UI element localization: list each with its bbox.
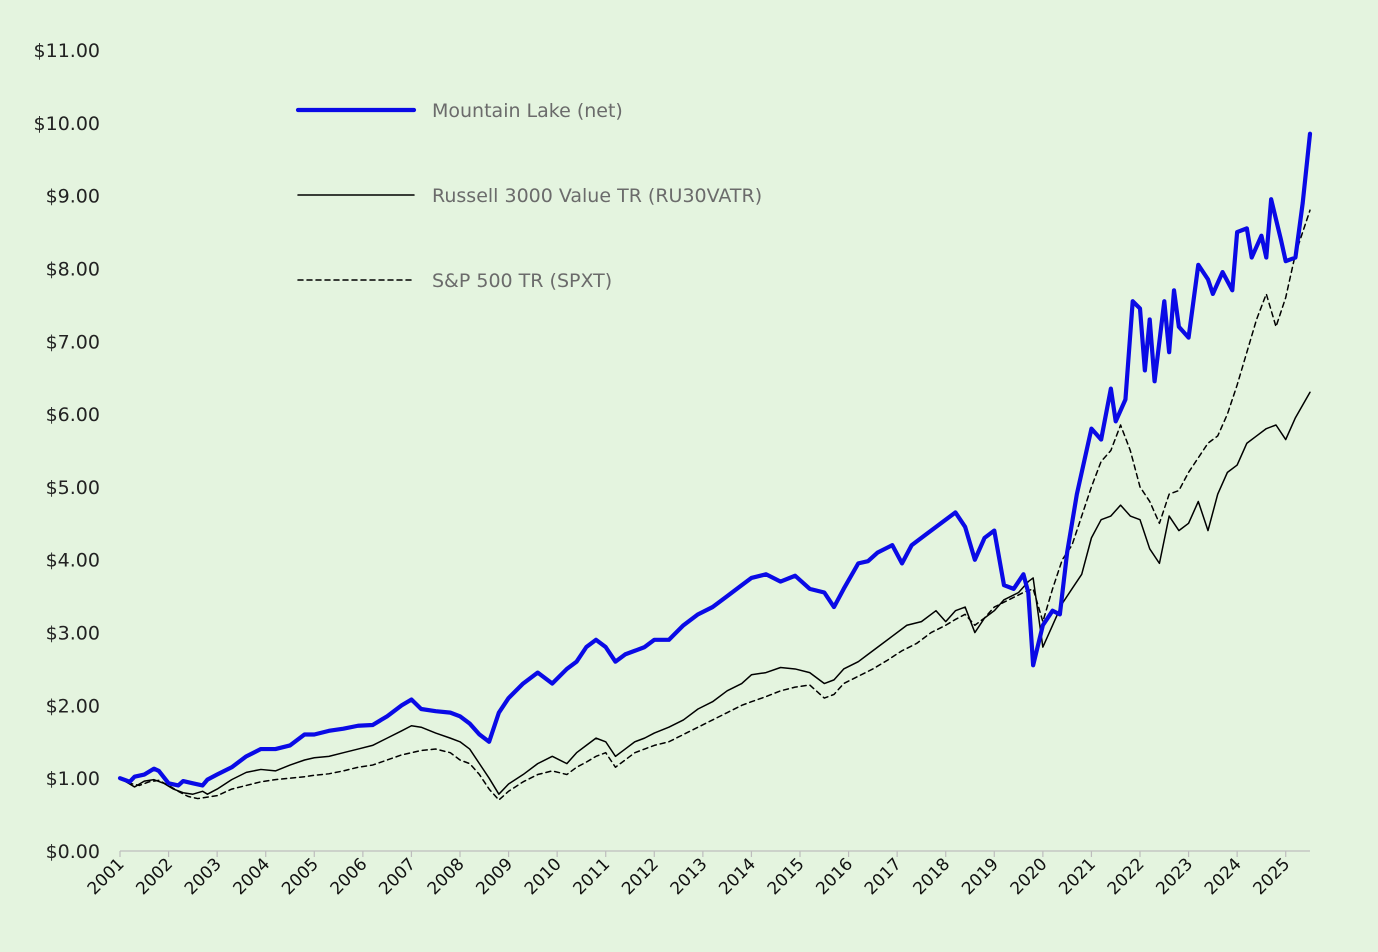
series-lines (117, 131, 1313, 801)
y-tick-label: $0.00 (46, 841, 100, 863)
series-line-1 (119, 391, 1311, 795)
x-tick-label: 2022 (1104, 854, 1149, 899)
x-tick-label: 2009 (472, 854, 517, 899)
y-tick-label: $1.00 (46, 768, 100, 790)
x-tick-label: 2007 (375, 854, 420, 899)
legend-label: S&P 500 TR (SPXT) (432, 270, 612, 292)
y-tick-label: $6.00 (46, 404, 100, 426)
series-line-0 (117, 131, 1313, 788)
y-tick-label: $7.00 (46, 331, 100, 353)
legend: Mountain Lake (net) Russell 3000 Value TR… (295, 100, 762, 292)
x-tick-label: 2003 (181, 854, 226, 899)
x-tick-label: 2010 (521, 854, 566, 899)
x-tick-label: 2014 (715, 854, 760, 899)
x-tick-label: 2002 (132, 854, 177, 899)
legend-label: Russell 3000 Value TR (RU30VATR) (432, 185, 762, 207)
x-tick-label: 2012 (618, 854, 663, 899)
x-tick-label: 2024 (1201, 854, 1246, 899)
y-tick-label: $8.00 (46, 258, 100, 280)
x-tick-label: 2019 (958, 854, 1003, 899)
x-tick-label: 2015 (764, 854, 809, 899)
x-tick-label: 2021 (1055, 854, 1100, 899)
x-tick-label: 2005 (278, 854, 323, 899)
y-tick-label: $10.00 (34, 113, 100, 135)
x-tick-label: 2006 (327, 854, 372, 899)
x-tick-label: 2004 (230, 854, 275, 899)
x-tick-label: 2023 (1152, 854, 1197, 899)
y-tick-label: $2.00 (46, 695, 100, 717)
y-tick-label: $9.00 (46, 186, 100, 208)
x-tick-label: 2011 (570, 854, 615, 899)
y-tick-label: $5.00 (46, 477, 100, 499)
y-tick-label: $3.00 (46, 623, 100, 645)
y-tick-label: $11.00 (34, 40, 100, 62)
y-axis: $0.00 $1.00 $2.00 $3.00 $4.00 $5.00 $6.00 $7.00… (34, 40, 100, 863)
legend-label: Mountain Lake (net) (432, 100, 623, 122)
y-tick-label: $4.00 (46, 550, 100, 572)
x-tick-label: 2016 (812, 854, 857, 899)
x-axis: 2001 2002 2003 2004 2005 2006 2007 2008 2009 2010… (84, 850, 1310, 899)
x-tick-label: 2025 (1250, 854, 1295, 899)
x-tick-label: 2020 (1007, 854, 1052, 899)
series-line-2 (119, 209, 1311, 801)
x-tick-label: 2013 (667, 854, 712, 899)
x-tick-label: 2018 (910, 854, 955, 899)
x-tick-label: 2017 (861, 854, 906, 899)
x-tick-label: 2008 (424, 854, 469, 899)
